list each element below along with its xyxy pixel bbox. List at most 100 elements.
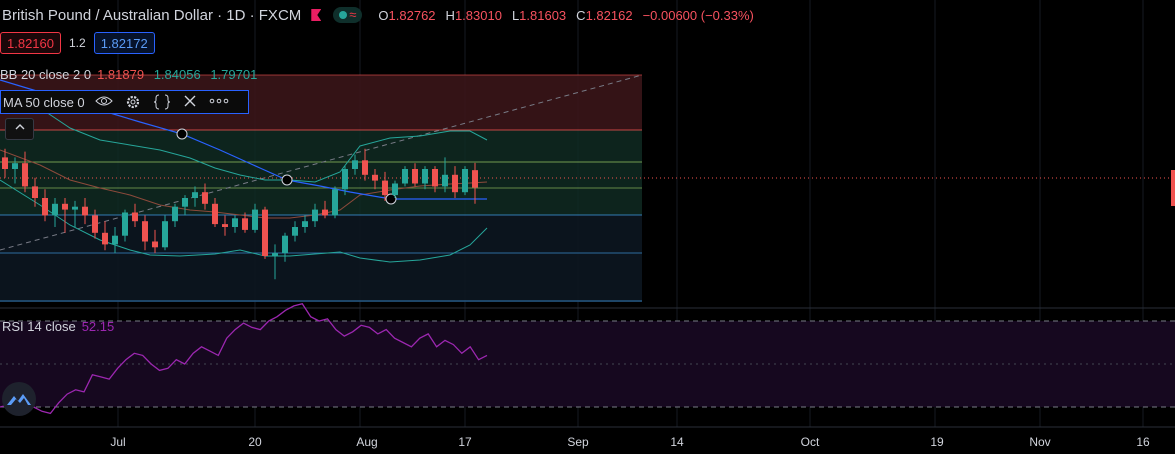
high-value: 1.83010 xyxy=(454,7,502,23)
buy-button[interactable]: 1.82172 xyxy=(93,32,155,54)
tradingview-logo-button[interactable] xyxy=(2,382,36,416)
candle-body xyxy=(302,221,308,227)
source-code-icon[interactable] xyxy=(153,94,171,110)
candle-body xyxy=(362,160,368,175)
candle-body xyxy=(182,198,188,207)
candle-body xyxy=(442,174,448,187)
ma-anchor-point[interactable] xyxy=(385,193,397,205)
time-axis-label: Nov xyxy=(1029,435,1050,449)
rsi-line xyxy=(0,303,488,415)
candle-body xyxy=(82,206,88,216)
close-icon[interactable] xyxy=(183,94,197,108)
candle-body xyxy=(452,174,458,193)
chart-header: British Pound / Australian Dollar · 1D ·… xyxy=(2,4,754,26)
time-axis-label: Aug xyxy=(356,435,377,449)
target-zone xyxy=(0,130,642,215)
candle-body xyxy=(392,183,398,196)
candle-body xyxy=(342,169,348,190)
candle-body xyxy=(242,218,248,230)
time-axis-label: Jul xyxy=(110,435,125,449)
candle-body xyxy=(52,203,58,216)
symbol-title[interactable]: British Pound / Australian Dollar · 1D ·… xyxy=(2,6,302,24)
time-axis-label: 17 xyxy=(458,435,472,449)
time-axis-label: Oct xyxy=(801,435,820,449)
candle-body xyxy=(12,163,18,169)
candle-body xyxy=(162,221,168,248)
candle-body xyxy=(412,169,418,184)
candle-body xyxy=(32,186,38,198)
candle-body xyxy=(152,241,158,248)
rsi-label: RSI 14 close xyxy=(2,319,76,334)
trade-buttons: 1.82160 1.2 1.82172 xyxy=(0,32,155,54)
candle-body xyxy=(432,169,438,187)
bb-upper-band xyxy=(0,104,488,183)
price-axis-marker xyxy=(1171,170,1175,206)
open-value: 1.82762 xyxy=(388,7,436,23)
chevron-up-icon xyxy=(15,124,24,130)
candle-body xyxy=(172,206,178,222)
waves-icon: ≈ xyxy=(349,7,357,22)
ma-indicator-legend[interactable]: MA 50 close 0 xyxy=(0,90,249,114)
candle-body xyxy=(132,212,138,222)
lower-zone xyxy=(0,215,642,302)
candle-body xyxy=(422,169,428,184)
candle-body xyxy=(92,215,98,233)
change-value: −0.00600 (−0.33%) xyxy=(642,7,754,23)
candle-body xyxy=(382,180,388,196)
close-value: 1.82162 xyxy=(585,7,633,23)
candle-body xyxy=(472,170,478,188)
time-axis[interactable]: Jul 20 Aug 17 Sep 14 Oct 19 Nov 16 xyxy=(110,435,1150,449)
candle-body xyxy=(312,209,318,222)
candle-body xyxy=(322,209,328,216)
sell-button[interactable]: 1.82160 xyxy=(0,32,61,54)
candle-body xyxy=(252,209,258,230)
eye-icon[interactable] xyxy=(94,94,113,108)
candle-body xyxy=(22,163,28,187)
candle-body xyxy=(352,160,358,169)
low-value: 1.81603 xyxy=(519,7,567,23)
position-tool[interactable] xyxy=(0,74,642,302)
more-icon[interactable] xyxy=(209,94,229,108)
candle-body xyxy=(112,235,118,245)
ohlc-values: O1.82762 H1.83010 L1.81603 C1.82162 −0.0… xyxy=(378,7,754,23)
spread-value: 1.2 xyxy=(69,36,86,50)
ma-anchor-point[interactable] xyxy=(176,128,188,140)
rsi-value: 52.15 xyxy=(81,319,115,334)
candle-body xyxy=(2,157,8,169)
bb-indicator-legend[interactable]: BB 20 close 2 0 1.81879 1.84056 1.79701 xyxy=(0,67,257,82)
rsi-legend[interactable]: RSI 14 close 52.15 xyxy=(2,319,114,334)
candle-body xyxy=(262,209,268,256)
market-status[interactable]: ≈ xyxy=(333,7,363,23)
gear-icon[interactable] xyxy=(125,94,141,110)
candle-body xyxy=(72,206,78,210)
ma-label: MA 50 close 0 xyxy=(3,94,85,110)
candle-body xyxy=(372,174,378,181)
candle-body xyxy=(102,232,108,245)
time-axis-label: 20 xyxy=(248,435,262,449)
rsi-band-fill xyxy=(0,321,1175,407)
candle-body xyxy=(62,203,68,210)
candle-body xyxy=(332,189,338,216)
candle-body xyxy=(192,192,198,198)
candle-body xyxy=(462,169,468,193)
candle-body xyxy=(222,224,228,227)
flag-icon[interactable] xyxy=(311,9,322,21)
time-axis-label: 14 xyxy=(670,435,684,449)
market-open-icon xyxy=(339,11,348,19)
tradingview-logo-icon xyxy=(7,394,31,405)
bb-upper-value: 1.84056 xyxy=(153,67,201,82)
candle-body xyxy=(402,169,408,184)
bb-lower-value: 1.79701 xyxy=(210,67,258,82)
time-axis-label: 19 xyxy=(930,435,944,449)
trend-line[interactable] xyxy=(0,74,643,251)
candle-body xyxy=(142,221,148,242)
candlestick-series xyxy=(2,148,478,280)
collapse-legend-button[interactable] xyxy=(5,118,34,140)
candle-body xyxy=(42,198,48,216)
candle-body xyxy=(292,227,298,236)
ma-anchor-point[interactable] xyxy=(281,174,293,186)
candle-body xyxy=(232,218,238,227)
candle-body xyxy=(272,253,278,256)
bb-label: BB 20 close 2 0 xyxy=(0,67,92,82)
